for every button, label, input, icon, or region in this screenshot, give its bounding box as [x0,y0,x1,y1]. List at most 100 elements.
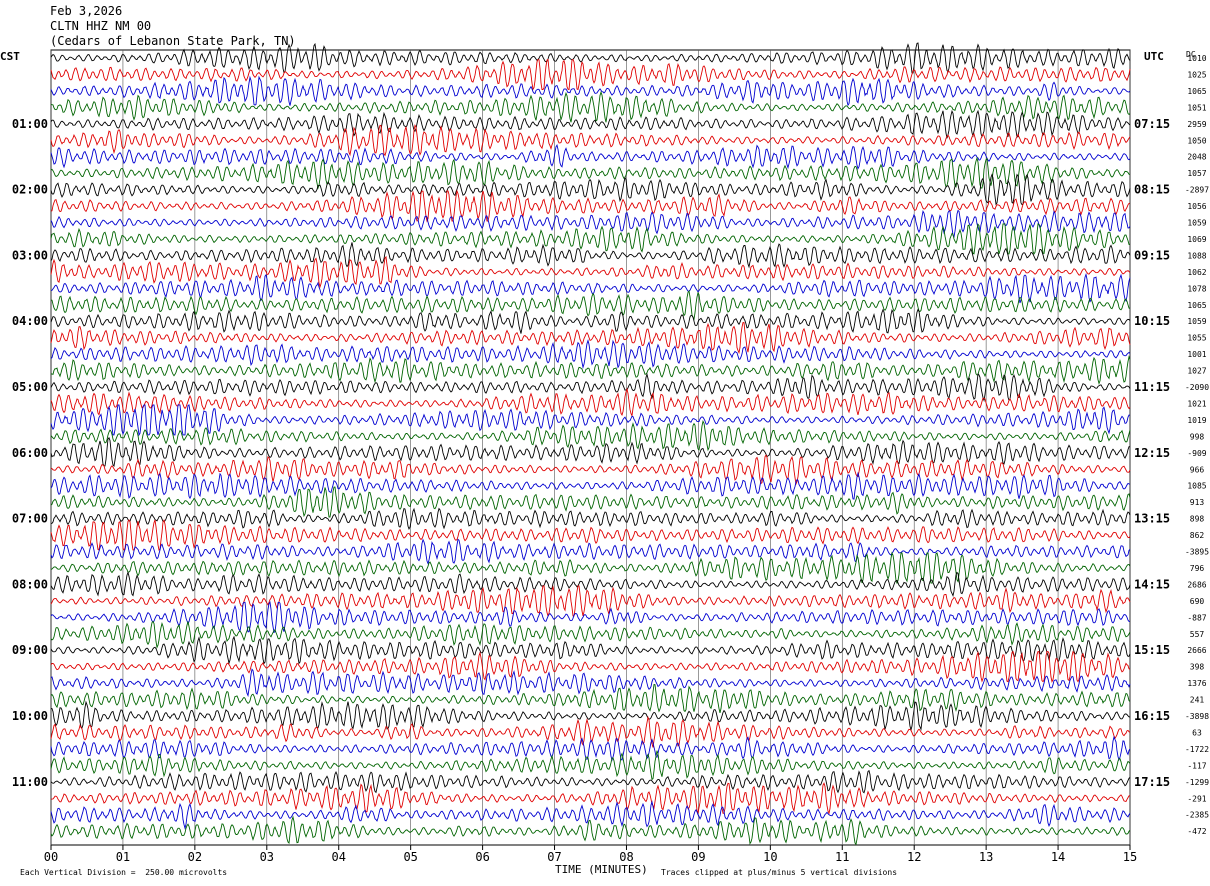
seismic-trace [50,769,1131,794]
seismic-trace [50,209,1131,238]
seismic-trace [50,620,1131,649]
dc-offset-label: 398 [1190,663,1205,672]
x-tick-label: 13 [979,850,993,864]
dc-offset-label: 796 [1190,564,1205,573]
seismic-trace [50,436,1130,467]
dc-offset-label: 998 [1190,432,1205,441]
dc-offset-label: 1050 [1187,136,1206,145]
x-tick-label: 10 [763,850,777,864]
x-tick-label: 02 [188,850,202,864]
dc-offset-label: 1057 [1187,169,1206,178]
x-tick-label: 07 [547,850,561,864]
utc-hour-label: 09:15 [1134,248,1170,262]
seismic-trace [50,750,1131,781]
dc-offset-label: 1088 [1187,251,1206,260]
utc-hour-label: 17:15 [1134,775,1170,789]
seismic-trace [50,650,1131,683]
x-axis-label: TIME (MINUTES) [555,863,648,876]
cst-hour-label: 09:00 [12,643,48,657]
dc-offset-label: -2897 [1185,186,1209,195]
dc-offset-label: -117 [1187,761,1206,770]
seismic-trace [50,538,1131,565]
seismic-trace [50,90,1131,123]
seismic-trace [50,507,1131,530]
seismic-trace [50,635,1131,665]
dc-offset-label: 63 [1192,728,1202,737]
seismic-trace [50,173,1131,206]
seismic-trace [50,272,1131,304]
seismic-trace [50,815,1131,846]
cst-hour-label: 03:00 [12,248,48,262]
station-code: CLTN HHZ NM 00 [50,19,152,33]
x-tick-label: 08 [619,850,633,864]
cst-hour-label: 05:00 [12,380,48,394]
dc-offset-label: 1056 [1187,202,1206,211]
dc-offset-label: 1055 [1187,334,1206,343]
dc-offset-label: 898 [1190,515,1205,524]
cst-hour-label: 02:00 [12,183,48,197]
scale-note: Each Vertical Division = 250.00 microvol… [20,868,228,877]
trace-layer [50,42,1131,846]
dc-offset-label: 1001 [1187,350,1206,359]
cst-hour-label: 08:00 [12,577,48,591]
seismic-trace [50,255,1131,289]
cst-hour-label: 11:00 [12,775,48,789]
seismic-trace [50,109,1131,139]
dc-offset-label: 1085 [1187,482,1206,491]
utc-hour-label: 16:15 [1134,709,1170,723]
seismic-trace [50,189,1131,223]
seismic-trace [50,454,1131,486]
x-tick-label: 03 [260,850,274,864]
seismic-trace [50,322,1131,355]
plot-date: Feb 3,2026 [50,4,123,18]
seismic-trace [50,387,1131,418]
utc-hour-label: 11:15 [1134,380,1170,394]
cst-hour-label: 07:00 [12,512,48,526]
cst-axis-label: CST [0,50,20,63]
dc-offset-label: 913 [1190,498,1205,507]
utc-hour-label: 14:15 [1134,577,1170,591]
utc-hour-label: 15:15 [1134,643,1170,657]
cst-hour-label: 06:00 [12,446,48,460]
dc-offset-label: 1051 [1187,103,1206,112]
cst-hour-label: 10:00 [12,709,48,723]
seismic-trace [50,601,1131,633]
dc-offset-label: -2385 [1185,811,1209,820]
seismic-trace [50,571,1131,598]
dc-offset-label: 2959 [1187,120,1206,129]
cst-hour-label: 04:00 [12,314,48,328]
dc-offset-label: 862 [1190,531,1205,540]
dc-offset-label: 1062 [1187,268,1206,277]
dc-offset-label: -2090 [1185,383,1209,392]
plot-frame [50,49,1131,846]
dc-offset-label: 1065 [1187,87,1206,96]
dc-offset-label: 1078 [1187,284,1206,293]
seismic-trace [50,124,1131,157]
seismic-trace [50,715,1131,748]
station-location: (Cedars of Lebanon State Park, TN) [50,34,296,48]
dc-offset-label: 1065 [1187,301,1206,310]
dc-offset-label: -3898 [1185,712,1209,721]
seismic-trace [50,42,1131,74]
x-tick-label: 12 [907,850,921,864]
utc-axis-label: UTC [1144,50,1164,63]
seismic-trace [50,551,1131,585]
dc-offset-label: 1069 [1187,235,1206,244]
dc-offset-label: 1010 [1187,54,1206,63]
seismic-trace [50,585,1131,618]
dc-offset-label: -1299 [1185,778,1209,787]
dc-offset-label: 241 [1190,696,1205,705]
dc-offset-label: 1021 [1187,399,1206,408]
x-tick-label: 05 [403,850,417,864]
dc-offset-label: 1059 [1187,219,1206,228]
seismic-trace [50,372,1131,403]
dc-offset-label: 1025 [1187,70,1206,79]
seismic-trace [50,242,1131,269]
seismic-trace [50,684,1131,713]
seismic-trace [50,223,1130,255]
utc-hour-label: 08:15 [1134,183,1170,197]
seismic-trace [50,290,1131,321]
dc-offset-label: 1376 [1187,679,1206,688]
label-layer: 00 01 02 03 04 05 06 07 08 09 10 11 12 13 14 15 1010 1025… [12,54,1209,864]
utc-hour-label: 10:15 [1134,314,1170,328]
